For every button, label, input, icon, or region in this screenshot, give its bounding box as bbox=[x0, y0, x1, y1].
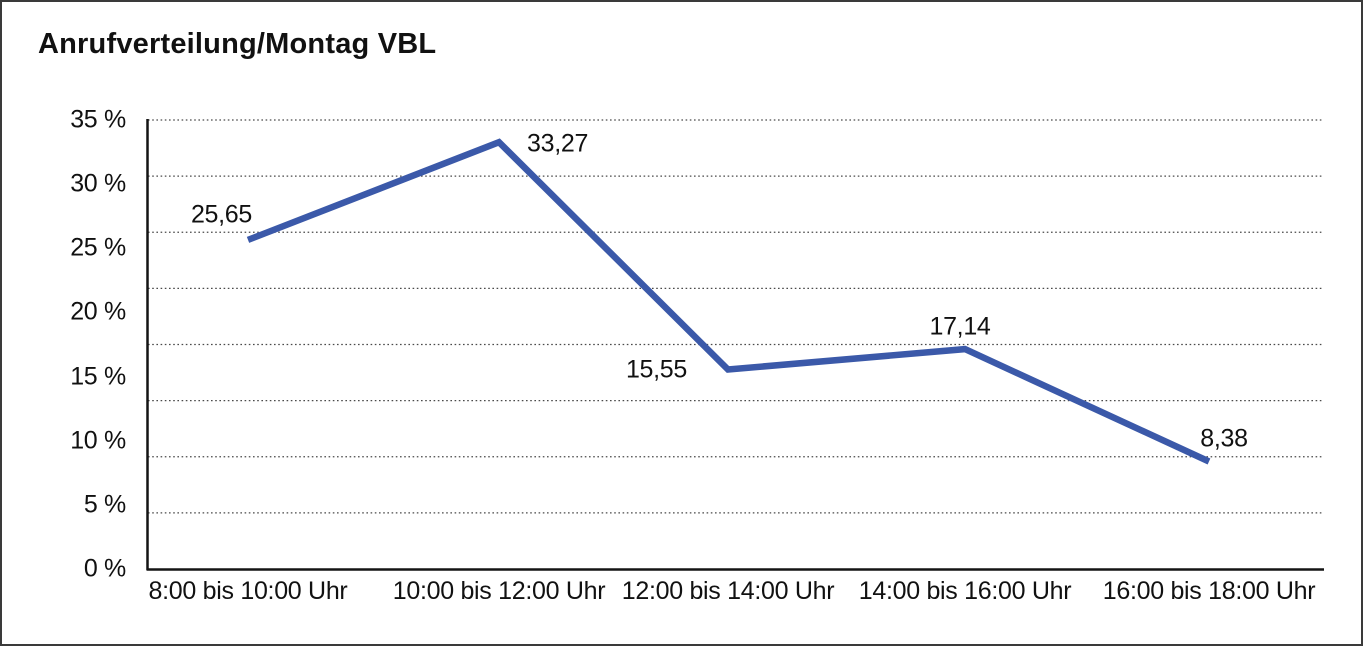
data-label: 25,65 bbox=[190, 200, 252, 229]
data-label: 15,55 bbox=[625, 355, 687, 384]
x-tick-label: 12:00 bis 14:00 Uhr bbox=[621, 577, 835, 605]
y-tick-label: 30 % bbox=[70, 169, 126, 198]
y-tick-label: 25 % bbox=[70, 233, 126, 262]
y-tick-label: 35 % bbox=[70, 105, 126, 134]
y-tick-label: 15 % bbox=[70, 362, 126, 391]
data-label: 33,27 bbox=[527, 129, 589, 158]
data-label: 8,38 bbox=[1200, 424, 1248, 453]
y-tick-label: 0 % bbox=[83, 554, 126, 583]
x-tick-label: 10:00 bis 12:00 Uhr bbox=[392, 577, 606, 605]
y-tick-label: 10 % bbox=[70, 426, 126, 455]
chart-title: Anrufverteilung/Montag VBL bbox=[38, 28, 437, 60]
x-tick-label: 8:00 bis 10:00 Uhr bbox=[148, 577, 348, 605]
data-label: 17,14 bbox=[929, 312, 991, 341]
x-tick-label: 14:00 bis 16:00 Uhr bbox=[858, 577, 1072, 605]
data-series-line bbox=[246, 138, 1211, 465]
x-tick-label: 16:00 bis 18:00 Uhr bbox=[1102, 577, 1316, 605]
y-tick-label: 20 % bbox=[70, 297, 126, 326]
y-tick-label: 5 % bbox=[83, 490, 126, 519]
